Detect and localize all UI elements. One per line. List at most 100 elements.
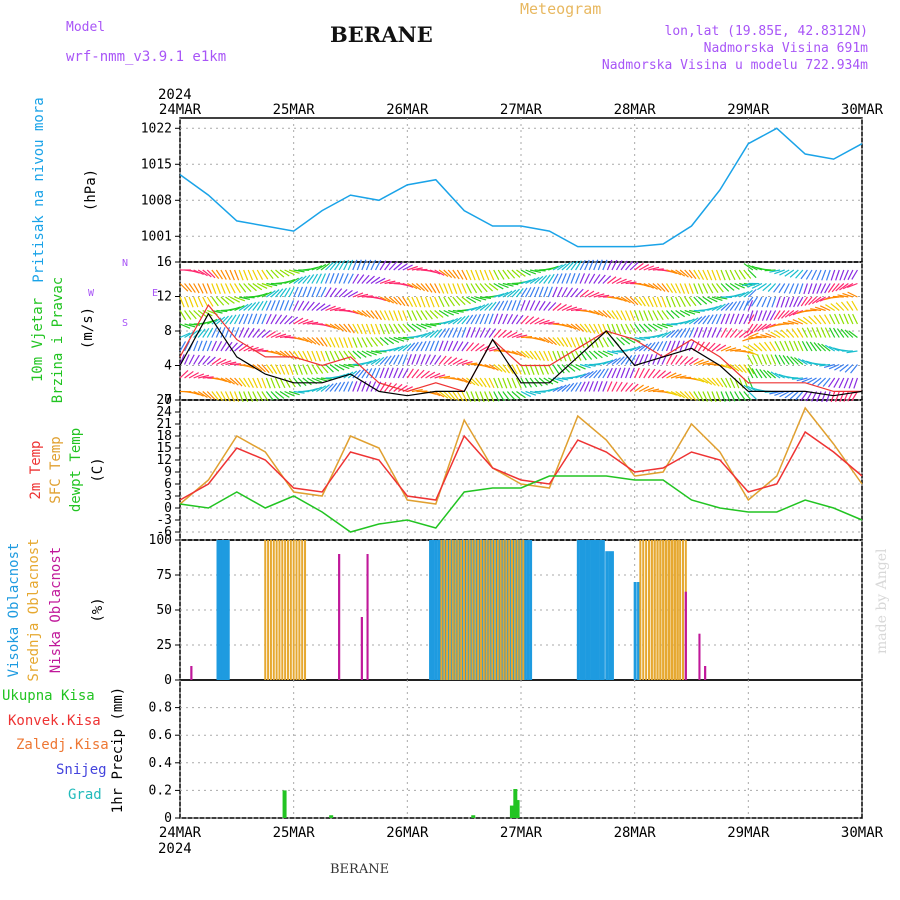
wind-arrow	[488, 313, 494, 325]
wind-arrow	[447, 327, 454, 338]
wind-arrow	[243, 313, 249, 325]
temperature-ytick-label: 21	[156, 417, 172, 432]
wind-arrow	[684, 340, 690, 352]
wind-arrow	[297, 275, 307, 284]
wind-arrow	[284, 287, 291, 298]
wind-arrow	[850, 364, 858, 374]
wind-arrow	[184, 310, 192, 320]
cloud-bar	[360, 617, 363, 680]
wind-speed-line	[179, 312, 863, 397]
panel-precip: 0 0.2 0.4 0.6 0.8	[149, 679, 863, 826]
wind-arrow	[747, 391, 757, 400]
wind-arrow	[684, 356, 694, 365]
cloud-bar	[653, 540, 656, 680]
wind-arrow	[366, 350, 377, 356]
wind-arrow	[257, 282, 268, 290]
wind-arrow	[784, 269, 795, 277]
cloud-bar	[608, 551, 612, 680]
cloud-bar	[656, 540, 659, 680]
wind-arrow	[824, 283, 831, 294]
wind-arrow	[493, 364, 503, 372]
cloud-bar	[523, 540, 527, 680]
wind-arrow	[420, 340, 427, 352]
wind-arrow	[824, 327, 831, 338]
wind-arrow	[315, 350, 321, 362]
wind-arrow	[470, 283, 478, 294]
wind-arrow	[506, 391, 516, 401]
wind-arrow	[306, 337, 317, 345]
wind-arrow	[484, 377, 491, 388]
wind-arrow	[411, 354, 417, 365]
wind-arrow	[720, 377, 728, 388]
wind-arrow	[407, 265, 418, 271]
wind-arrow	[334, 308, 346, 312]
wind-arrow	[815, 296, 826, 303]
wind-arrow	[243, 391, 249, 402]
wind-arrow	[597, 381, 603, 392]
wind-arrow	[702, 296, 713, 304]
wind-arrow	[207, 318, 218, 325]
wind-arrow	[606, 259, 613, 271]
wind-arrow	[666, 269, 678, 275]
wind-arrow	[443, 340, 449, 352]
wind-arrow	[602, 359, 614, 366]
wind-arrow	[284, 315, 293, 325]
wind-arrow	[479, 363, 491, 369]
wind-arrow	[302, 364, 308, 375]
wind-arrow	[770, 354, 777, 365]
wind-arrow	[224, 269, 231, 281]
wind-arrow	[234, 343, 244, 352]
wind-arrow	[306, 350, 313, 362]
wind-arrow	[406, 354, 412, 365]
cloud-bar	[477, 540, 481, 680]
pressure-ytick-label: 1022	[141, 121, 172, 136]
wind-arrow	[275, 288, 284, 298]
wind-arrow	[288, 364, 294, 375]
wind-arrow	[388, 261, 398, 271]
wind-arrow	[238, 327, 245, 338]
wind-arrow	[338, 289, 348, 298]
wind-arrow	[843, 269, 849, 281]
wind-arrow	[679, 327, 687, 338]
wind-arrow	[475, 343, 485, 352]
wind-arrow	[365, 310, 375, 319]
wind-arrow	[502, 377, 508, 389]
wind-arrow	[484, 391, 490, 402]
wind-arrow	[229, 314, 237, 325]
wind-arrow	[552, 302, 562, 311]
wind-arrow	[334, 382, 342, 392]
wind-arrow	[734, 269, 741, 280]
cloud-bar	[673, 540, 676, 680]
wind-arrow	[470, 296, 482, 302]
wind-arrow	[429, 340, 435, 352]
wind-arrow	[652, 333, 664, 339]
wind-arrow	[224, 391, 231, 402]
wind-arrow	[836, 328, 845, 338]
wind-arrow	[511, 391, 521, 400]
wind-arrow	[561, 273, 567, 284]
wind-arrow	[557, 377, 569, 381]
wind-arrow	[479, 313, 486, 325]
wind-arrow	[215, 283, 221, 294]
wind-arrow	[615, 310, 623, 321]
wind-arrow	[256, 313, 262, 325]
wind-arrow	[615, 323, 622, 335]
wind-arrow	[297, 300, 305, 311]
wind-arrow	[784, 310, 795, 318]
wind-arrow	[753, 343, 763, 352]
wind-arrow	[284, 390, 295, 397]
cloud-bar	[275, 540, 278, 680]
wind-arrow	[801, 327, 808, 338]
wind-arrow	[247, 327, 255, 338]
wind-arrow	[438, 309, 449, 317]
clouds-ytick-label: 0	[164, 673, 172, 688]
wind-arrow	[738, 313, 745, 325]
wind-arrow	[261, 291, 272, 298]
wind-arrow	[443, 356, 452, 365]
wind-arrow	[388, 346, 400, 352]
wind-arrow	[179, 354, 185, 365]
wind-arrow	[556, 364, 565, 374]
temperature-ytick-label: 15	[156, 441, 172, 456]
wind-arrow	[238, 303, 249, 311]
wind-arrow	[764, 269, 776, 272]
